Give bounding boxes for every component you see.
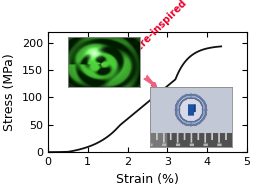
Y-axis label: Stress (MPa): Stress (MPa): [4, 53, 17, 131]
Text: Nacre-inspired: Nacre-inspired: [124, 0, 188, 62]
X-axis label: Strain (%): Strain (%): [116, 173, 179, 186]
